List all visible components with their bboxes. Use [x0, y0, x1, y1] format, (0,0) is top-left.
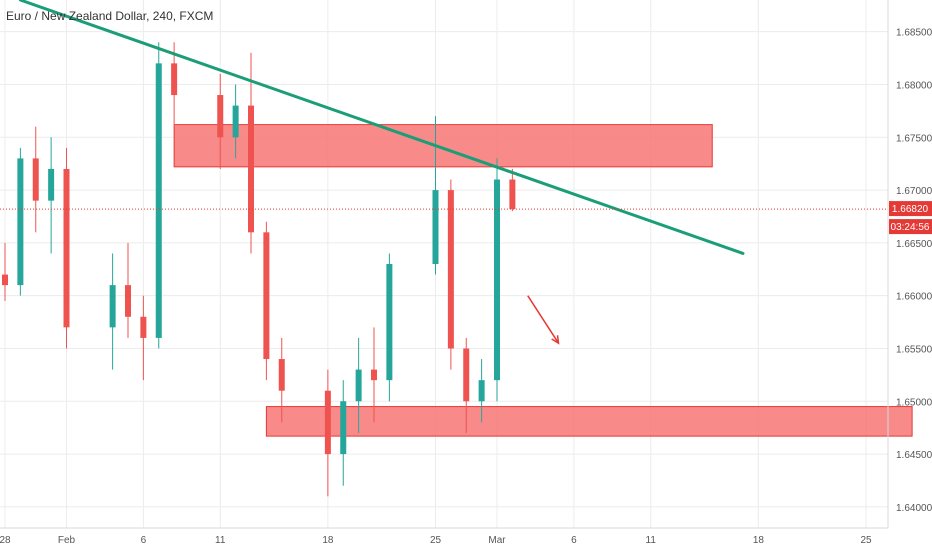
x-tick-label: Feb	[58, 535, 76, 546]
time-axis[interactable]: 28 Feb 6 11 18 25 Mar 6 11 18 25	[0, 535, 872, 546]
zones	[173, 124, 913, 437]
y-tick-label: 1.65500	[896, 344, 932, 355]
y-tick-label: 1.67000	[896, 186, 932, 197]
candle-body	[494, 179, 500, 381]
countdown-badge-bg	[889, 219, 932, 235]
y-tick-label: 1.66500	[896, 239, 932, 250]
resistance-zone[interactable]	[173, 124, 713, 168]
candle	[248, 52, 254, 254]
candle	[263, 221, 270, 381]
candle-body	[2, 274, 8, 286]
candle	[340, 380, 347, 486]
x-tick-label: 18	[322, 535, 334, 546]
candle-body	[217, 95, 224, 138]
candle	[171, 42, 178, 127]
x-tick-label: 11	[646, 535, 657, 546]
candle	[371, 327, 377, 423]
x-tick-label: 18	[753, 535, 765, 546]
candle-body	[155, 63, 162, 338]
y-tick-label: 1.66000	[896, 292, 932, 303]
last-price-badge: 1.66820 03:24:56	[889, 201, 932, 235]
candle-body	[432, 190, 439, 264]
x-tick-label: 25	[860, 535, 872, 546]
candle	[232, 84, 239, 159]
candle	[109, 253, 116, 370]
grid	[0, 0, 888, 528]
candle-body	[232, 105, 239, 138]
x-tick-label: 25	[430, 535, 442, 546]
candle	[17, 147, 24, 296]
candle-body	[48, 168, 55, 201]
chart-title: Euro / New Zealand Dollar, 240, FXCM	[6, 9, 213, 23]
candle-body	[371, 369, 377, 381]
candle-body	[63, 168, 70, 328]
candle-body	[140, 316, 147, 338]
candle-body	[17, 158, 24, 286]
price-axis[interactable]: 1.68500 1.68000 1.67500 1.67000 1.66500 1.660…	[896, 28, 932, 514]
forecast-arrow-shaft[interactable]	[527, 295, 560, 344]
candle-body	[171, 63, 178, 96]
candle	[48, 137, 55, 254]
candle-body	[263, 232, 270, 360]
candle	[140, 295, 147, 381]
y-tick-label: 1.68000	[896, 80, 932, 91]
candle-body	[386, 264, 393, 381]
candle	[463, 337, 470, 433]
candle-body	[355, 369, 362, 402]
candle-body	[324, 390, 331, 455]
candle-body	[509, 179, 516, 210]
candles	[2, 42, 516, 497]
candle	[509, 168, 516, 212]
last-price-label: 1.66820	[892, 204, 929, 215]
candle-body	[278, 359, 285, 391]
candle-body	[463, 348, 470, 402]
y-tick-label: 1.67500	[896, 133, 932, 144]
price-badge-bg	[889, 201, 932, 217]
candle-body	[447, 190, 454, 349]
candle	[324, 369, 331, 497]
candle-body	[32, 158, 39, 201]
y-tick-label: 1.64000	[896, 503, 932, 514]
candle	[278, 337, 285, 423]
candle	[125, 242, 131, 338]
overlays	[0, 0, 888, 345]
candle-body	[248, 105, 254, 233]
candle-body	[340, 401, 347, 455]
candle	[217, 73, 224, 169]
y-tick-label: 1.64500	[896, 450, 932, 461]
candle	[386, 253, 393, 402]
x-tick-label: 6	[141, 535, 147, 546]
x-tick-label: 11	[215, 535, 226, 546]
x-tick-label: 28	[0, 535, 11, 546]
x-tick-label: Mar	[488, 535, 506, 546]
candle	[63, 147, 70, 349]
candle-body	[109, 285, 116, 328]
y-tick-label: 1.65000	[896, 397, 932, 408]
support-zone[interactable]	[265, 406, 913, 437]
candle	[432, 116, 439, 275]
candle	[447, 179, 454, 370]
candle	[355, 337, 362, 433]
candle-body	[478, 380, 485, 402]
candle	[32, 126, 39, 233]
candle	[494, 158, 500, 402]
forecast-arrow-head	[551, 335, 560, 345]
candle	[2, 242, 8, 301]
y-tick-label: 1.68500	[896, 28, 932, 39]
bar-countdown-label: 03:24:56	[891, 222, 930, 233]
candle	[478, 359, 485, 423]
x-tick-label: 6	[571, 535, 577, 546]
candle-body	[125, 285, 131, 317]
descending-trendline[interactable]	[18, 0, 745, 255]
candle	[155, 42, 162, 349]
